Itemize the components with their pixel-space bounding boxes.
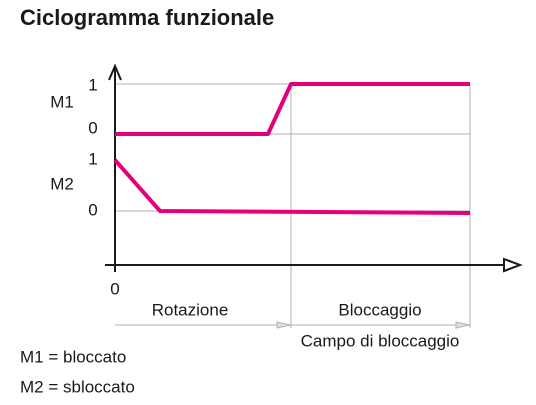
- title: Ciclogramma funzionale: [20, 5, 274, 30]
- legend-entry: M2 = sbloccato: [20, 377, 135, 396]
- signal-label: M2: [50, 174, 74, 193]
- phase-label: Rotazione: [152, 300, 229, 319]
- level-label: 1: [88, 149, 97, 168]
- phase-arrow-head: [455, 321, 471, 329]
- legend-entry: M1 = bloccato: [20, 347, 126, 366]
- range-label: Campo di bloccaggio: [301, 331, 460, 350]
- m2-trace: [113, 158, 471, 215]
- phase-label: Bloccaggio: [338, 300, 421, 319]
- level-label: 1: [88, 75, 97, 94]
- y-axis-arrow: [108, 63, 122, 81]
- m1-trace: [115, 82, 470, 136]
- level-label: 0: [88, 200, 97, 219]
- x-origin-label: 0: [110, 279, 119, 298]
- phase-arrow-head: [276, 321, 292, 329]
- x-axis-arrow: [503, 257, 523, 273]
- signal-label: M1: [50, 92, 74, 111]
- level-label: 0: [88, 118, 97, 137]
